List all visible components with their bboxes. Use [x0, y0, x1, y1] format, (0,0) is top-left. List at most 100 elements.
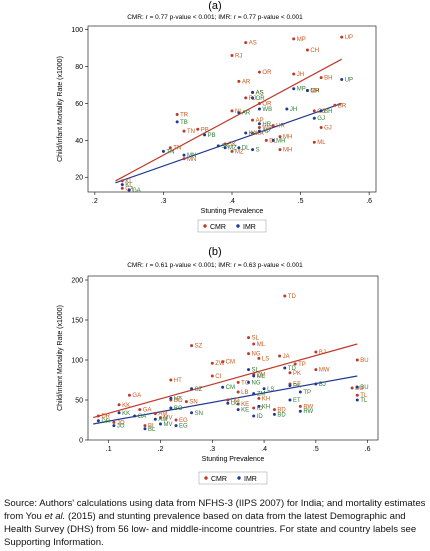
panel-b-cmr-point	[293, 362, 297, 366]
panel-a-imr-point-label: TB	[180, 120, 188, 126]
panel-b-imr-point	[236, 408, 240, 412]
panel-a-cmr-point	[182, 129, 186, 133]
panel-b-imr-point	[174, 424, 178, 428]
panel-b-cmr-point	[236, 380, 240, 384]
panel-a-imr-point-label: CH	[310, 89, 319, 95]
panel-b-imr-point-label: LS	[267, 387, 274, 393]
panel-a-imr-point	[237, 146, 241, 150]
panel-b-xtick-label: .5	[313, 446, 319, 453]
panel-b-imr-point	[133, 414, 137, 418]
panel-b-cmr-point-label: GA	[143, 408, 152, 414]
panel-b-imr-point	[221, 385, 225, 389]
panel-a-cmr-point	[244, 41, 248, 45]
panel-a-cmr-point	[175, 113, 179, 117]
panel-b-imr-point-label: MV	[164, 422, 173, 428]
panel-a-cmr-point	[257, 70, 261, 74]
caption-part1: Source: Authors' calculations using data…	[4, 498, 426, 522]
panel-a-cmr-point-label: PB	[201, 127, 209, 133]
panel-a-plot-frame	[87, 25, 377, 193]
panel-b-legend-cmr-label: CMR	[211, 476, 227, 483]
panel-a-ytick-label: 20	[75, 175, 83, 182]
panel-b-imr-point-label: PK	[293, 384, 301, 390]
panel-b-cmr-point-label: TP	[298, 362, 306, 368]
panel-b-cmr-point	[278, 354, 282, 358]
panel-b-cmr-point-label: SL	[252, 336, 260, 342]
panel-a-cmr-point	[230, 149, 234, 153]
panel-a-cmr-point-label: TR	[180, 113, 189, 119]
panel-a-cmr-point-label: BH	[324, 76, 332, 82]
panel-a-imr-point	[120, 183, 124, 187]
panel-a-imr-point	[257, 129, 261, 133]
panel-b-cmr-point	[350, 386, 354, 390]
panel-a-xtick-label: .3	[161, 198, 167, 205]
panel-b-xtick-label: .6	[365, 446, 371, 453]
panel-a-cmr-point	[244, 96, 248, 100]
panel-b-cmr-point-label: CM	[226, 360, 235, 366]
panel-b-cmr-point	[127, 393, 131, 397]
panel-b-cmr-point	[169, 378, 173, 382]
panel-b-cmr-point-label: DR	[101, 414, 110, 420]
panel-b-imr-point-label: BJ	[319, 382, 326, 388]
panel-a-imr-point	[271, 138, 275, 142]
panel-a-cmr-point-label: HR	[276, 124, 285, 130]
panel-b-imr-point-label: ID	[257, 414, 264, 420]
panel-b-imr-fit-line	[93, 375, 358, 425]
panel-a-cmr-point-label: TN	[187, 129, 195, 135]
panel-b-cmr-point-label: BU	[360, 358, 368, 364]
panel-b-cmr-point-label: EG	[179, 418, 188, 424]
panel-b-imr-point-label: BU	[360, 385, 368, 391]
panel-b-y-axis-title: Child/infant Mortality Rate (x1000)	[57, 305, 64, 411]
panel-a-imr-point-label: DL	[242, 146, 250, 152]
panel-b-imr-point-label: EG	[179, 424, 188, 430]
panel-b-xtick-label: .1	[106, 446, 112, 453]
panel-b-chart: 0 50 100 150 200 .1 .2 .3 .4 .5 .6 Stunting Prevale…	[57, 275, 379, 485]
panel-a-cmr-point-label: AS	[256, 90, 264, 96]
panel-a-imr-point-label: AS	[256, 90, 264, 96]
panel-b-imr-point-label: BD	[277, 412, 286, 418]
panel-a-cmr-point	[237, 79, 241, 83]
panel-a-imr-point	[182, 153, 186, 157]
panel-a-cmr-point	[230, 109, 234, 113]
panel-b-imr-point-label: CM	[226, 385, 235, 391]
panel-a-imr-point	[251, 148, 255, 152]
panel-b-imr-point-label: JO	[117, 424, 125, 430]
panel-b-cmr-point	[288, 371, 292, 375]
panel-a-xtick-label: .4	[229, 198, 235, 205]
panel-a-imr-point-label: JH	[290, 107, 297, 113]
panel-a-imr-point	[312, 116, 316, 120]
panel-b-imr-point	[96, 419, 100, 423]
panel-b-cmr-point-label: NG	[252, 352, 261, 358]
panel-a-imr-point	[251, 90, 255, 94]
panel-b-cmr-point	[184, 400, 188, 404]
panel-b-cmr-point-label: RW	[303, 404, 313, 410]
panel-b-cmr-point	[257, 356, 261, 360]
panel-b-cmr-point	[153, 412, 157, 416]
panel-a-legend-cmr-marker	[203, 224, 207, 228]
panel-b-cmr-point	[247, 336, 251, 340]
panel-b-cmr-point-label: LB	[241, 390, 248, 396]
panel-a-cmr-point	[278, 148, 282, 152]
panel-b-cmr-point-label: GA	[132, 393, 141, 399]
panel-b-cmr-point	[283, 294, 287, 298]
panel-a-cmr-point-label: MH	[283, 135, 292, 141]
panel-b-cmr-point-label: ZM	[257, 372, 266, 378]
panel-b-cmr-point	[314, 350, 318, 354]
panel-b-cmr-point-label: SZ	[195, 344, 203, 350]
panel-b-cmr-point-label: KK	[122, 403, 130, 409]
panel-b-imr-point	[355, 385, 359, 389]
panel-a-imr-point-label: TN	[166, 149, 174, 155]
panel-b-imr-point	[257, 404, 261, 408]
panel-b-cmr-point	[210, 361, 214, 365]
panel-a-xtick-label: .5	[298, 198, 304, 205]
panel-a-cmr-point	[120, 186, 124, 190]
panel-b-imr-point-label: DR	[101, 419, 110, 425]
panel-a-imr-point	[340, 77, 344, 81]
panel-a-imr-point-label: KL	[125, 183, 133, 189]
panel-b-imr-point	[314, 382, 318, 386]
panel-a-cmr-point	[312, 109, 316, 113]
panel-b-imr-point	[117, 411, 121, 415]
panel-b-imr-point-label: HT	[174, 396, 182, 402]
caption-em: et al.	[44, 511, 66, 522]
panel-b-imr-point-label: KE	[241, 408, 249, 414]
panel-a-imr-point-label: MH	[276, 138, 285, 144]
